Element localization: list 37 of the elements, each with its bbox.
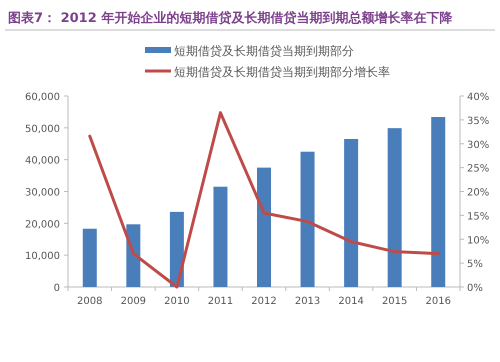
- bar: [388, 128, 402, 287]
- x-tick-label: 2008: [77, 296, 103, 307]
- x-tick-label: 2015: [382, 296, 408, 307]
- y2-tick-label: 20%: [467, 188, 490, 198]
- bar: [82, 228, 97, 287]
- y2-tick-label: 10%: [467, 235, 490, 246]
- y2-tick-label: 0%: [467, 283, 483, 294]
- y-tick-label: 50,000: [25, 124, 60, 135]
- bar: [257, 168, 271, 287]
- y2-tick-label: 5%: [467, 259, 483, 270]
- x-tick-label: 2010: [164, 296, 190, 307]
- x-tick-label: 2013: [294, 296, 320, 307]
- legend-label: 短期借贷及长期借贷当期到期部分: [174, 44, 354, 58]
- y2-tick-label: 30%: [467, 140, 490, 151]
- x-tick-label: 2014: [338, 296, 364, 307]
- x-tick-label: 2016: [425, 296, 451, 307]
- y-tick-label: 20,000: [25, 219, 60, 230]
- x-tick-label: 2011: [208, 296, 234, 307]
- y2-tick-label: 25%: [467, 164, 490, 175]
- bar: [344, 138, 358, 287]
- x-tick-label: 2012: [251, 296, 277, 307]
- y2-tick-label: 40%: [467, 92, 490, 103]
- y-tick-label: 60,000: [25, 92, 60, 103]
- y-tick-label: 40,000: [25, 156, 60, 167]
- y-tick-label: 0: [54, 283, 60, 294]
- chart-title: 图表7： 2012 年开始企业的短期借贷及长期借贷当期到期总额增长率在下降: [8, 10, 454, 26]
- bar: [300, 152, 315, 287]
- bar: [431, 117, 446, 287]
- legend-label: 短期借贷及长期借贷当期到期部分增长率: [174, 65, 390, 79]
- bar: [126, 224, 140, 287]
- x-tick-label: 2009: [120, 296, 146, 307]
- y2-tick-label: 35%: [467, 116, 490, 127]
- line-series: [88, 111, 440, 288]
- y-tick-label: 30,000: [25, 188, 60, 198]
- y2-tick-label: 15%: [467, 211, 490, 222]
- bar: [213, 186, 228, 287]
- y-tick-label: 10,000: [25, 251, 60, 262]
